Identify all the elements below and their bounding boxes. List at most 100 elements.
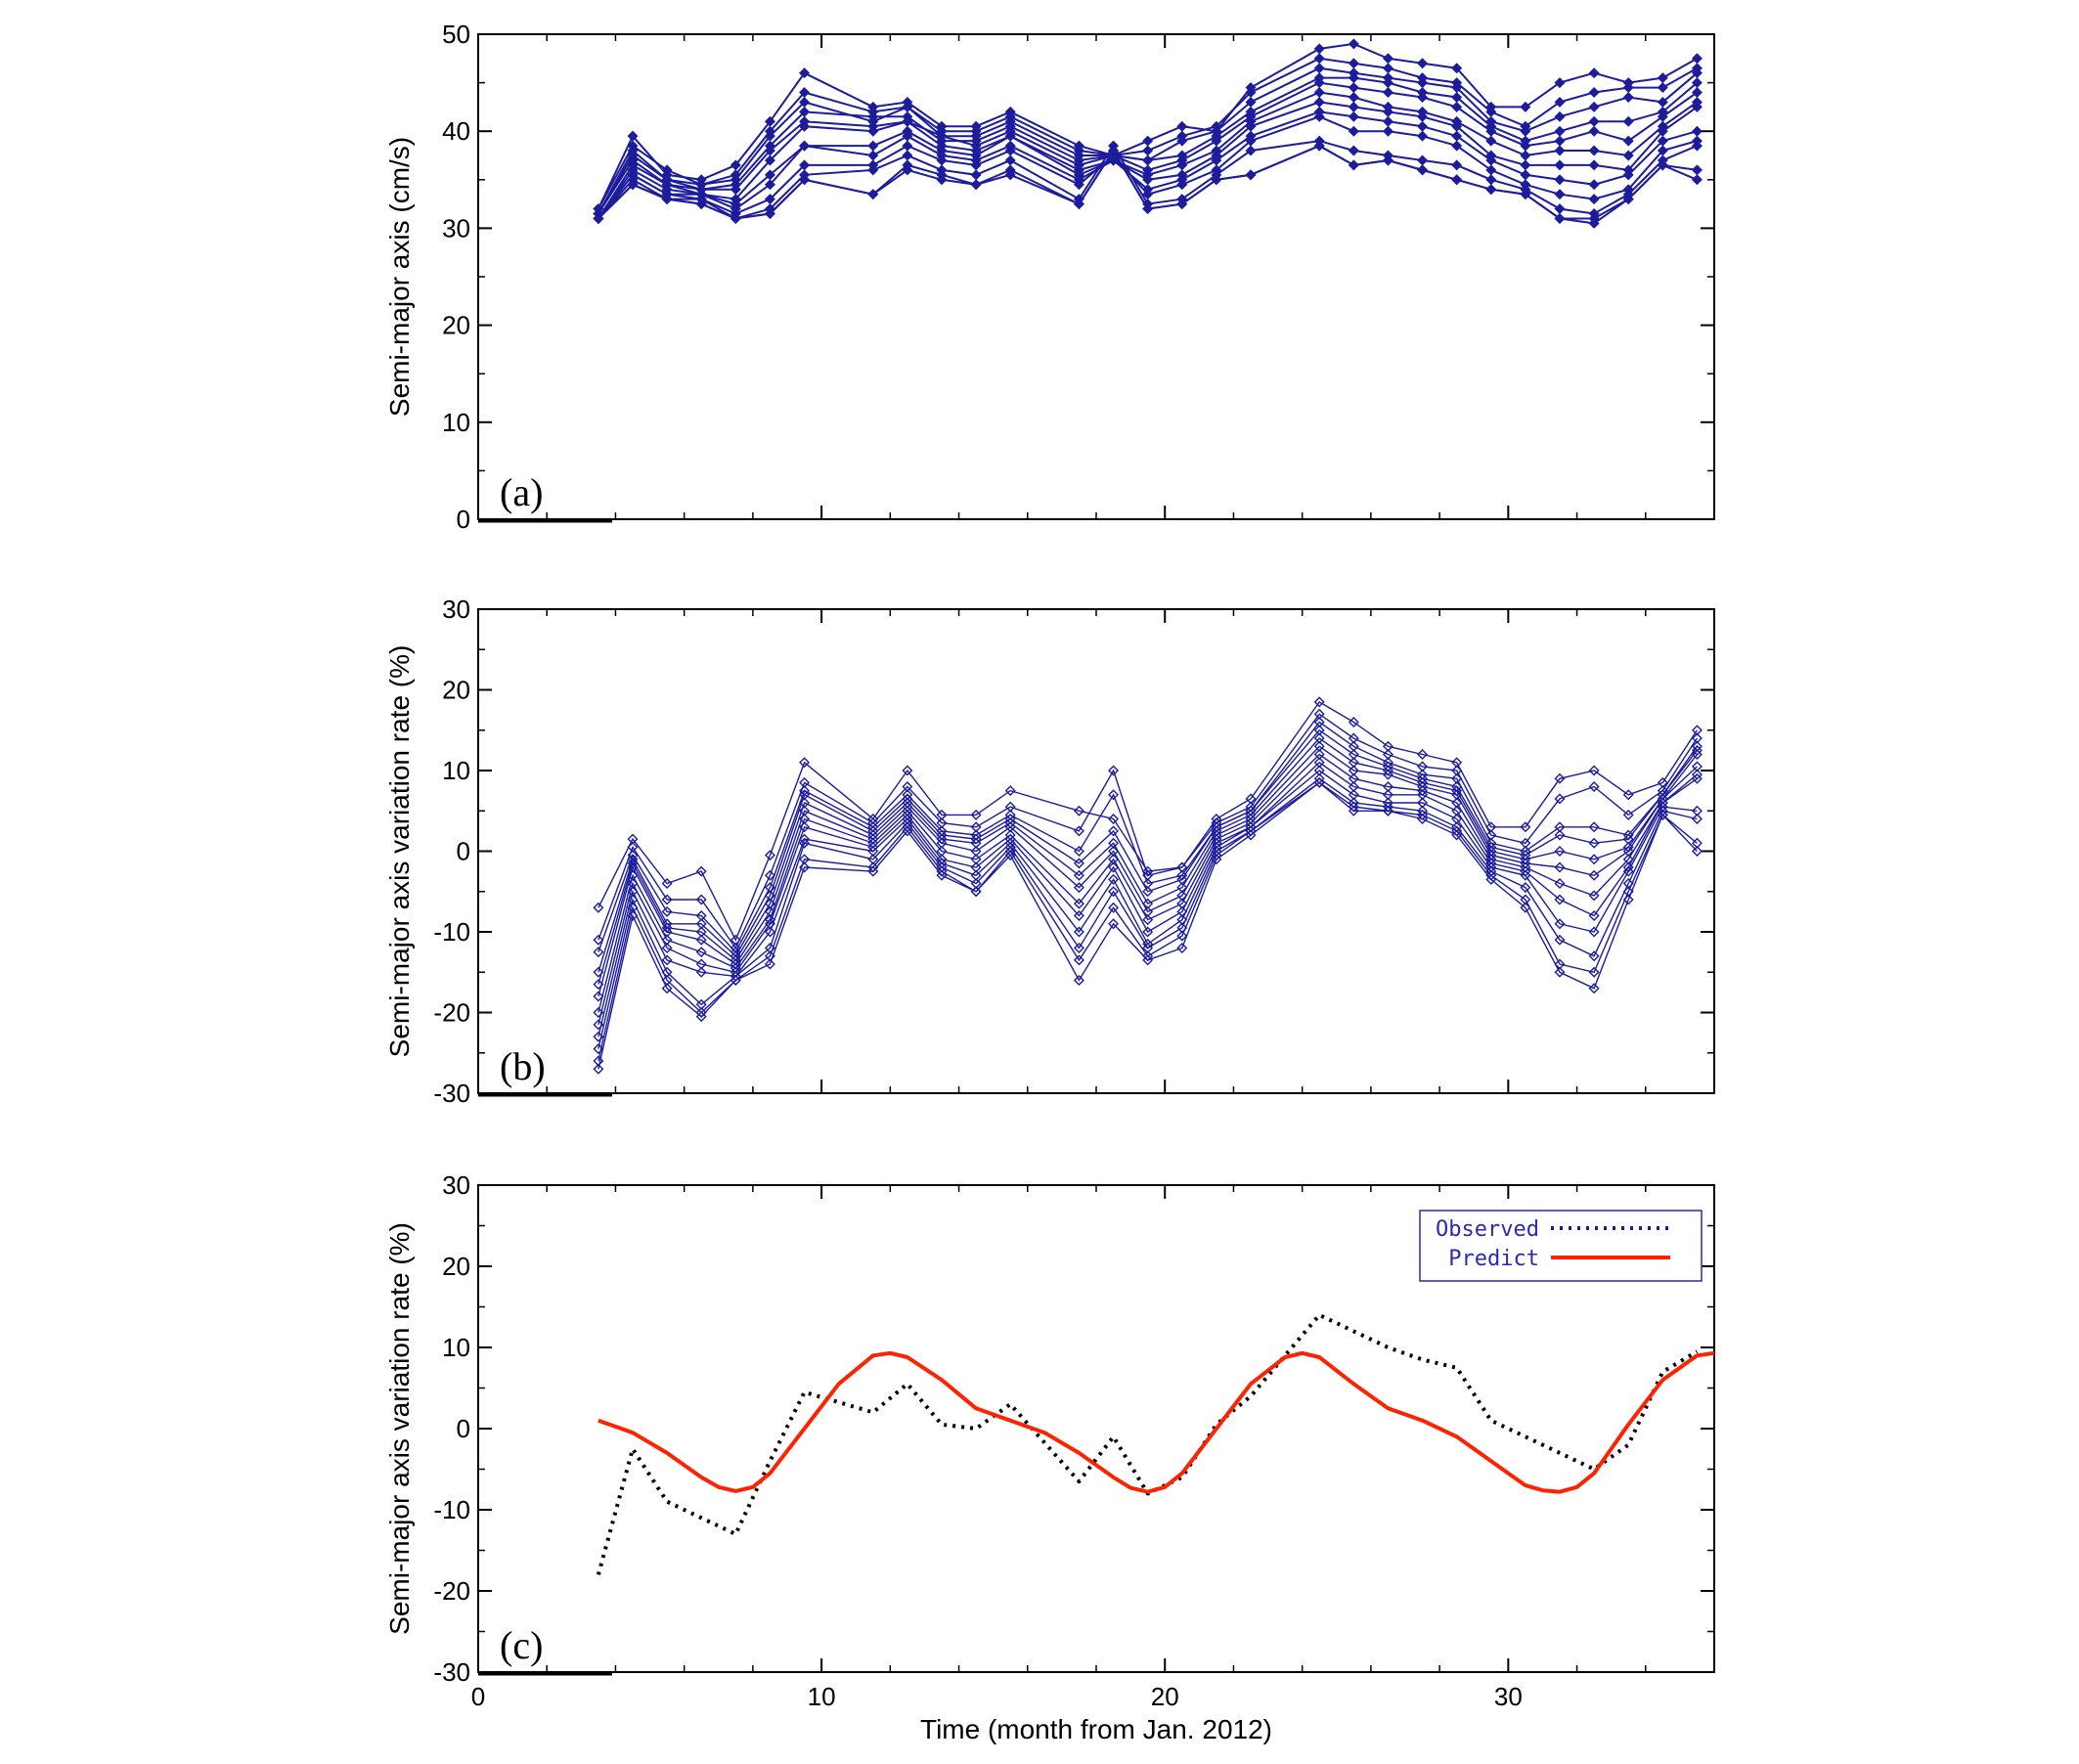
data-point-marker	[799, 821, 811, 833]
data-point-marker	[1004, 169, 1016, 181]
series-line	[597, 101, 1698, 220]
data-point-marker	[1554, 918, 1566, 930]
data-point-marker	[1176, 198, 1188, 210]
y-tick-label: 20	[442, 311, 470, 340]
data-point-marker	[1004, 785, 1016, 797]
series-line	[597, 781, 1698, 1062]
data-point-marker	[970, 886, 982, 898]
data-point-marker	[1073, 954, 1084, 966]
data-point-marker	[1108, 902, 1120, 913]
data-point-marker	[1348, 145, 1359, 156]
data-point-marker	[1451, 140, 1463, 152]
panel-label: (b)	[500, 1044, 546, 1088]
data-point-marker	[1588, 821, 1600, 833]
series-line	[597, 700, 1698, 942]
data-point-marker	[1622, 194, 1634, 205]
data-point-marker	[1554, 110, 1566, 122]
data-point-marker	[902, 164, 913, 176]
data-point-marker	[1451, 829, 1463, 841]
data-point-marker	[1417, 154, 1429, 166]
series-line	[597, 753, 1698, 1013]
data-point-marker	[1691, 174, 1703, 186]
data-point-marker	[1313, 63, 1325, 74]
data-point-marker	[1691, 814, 1703, 824]
data-point-marker	[1382, 805, 1393, 816]
y-tick-label: 10	[442, 1333, 470, 1362]
data-point-marker	[1348, 91, 1359, 103]
data-point-marker	[1554, 861, 1566, 873]
data-point-marker	[1313, 87, 1325, 99]
data-point-marker	[695, 865, 707, 877]
data-point-marker	[1485, 174, 1497, 186]
data-point-marker	[1554, 878, 1566, 889]
data-point-marker	[1142, 954, 1154, 966]
data-point-marker	[1348, 110, 1359, 122]
data-point-marker	[1348, 805, 1359, 816]
panel-c: -30 -20 -10 0 10 20 30 0 10 20 30 Time (month from …	[384, 1170, 1715, 1744]
data-point-marker	[1588, 194, 1600, 205]
data-point-marker	[1348, 58, 1359, 69]
data-point-marker	[1485, 184, 1497, 196]
data-point-marker	[1622, 150, 1634, 161]
data-point-marker	[1073, 179, 1084, 191]
data-point-marker	[593, 1063, 604, 1075]
x-tick-label: 10	[808, 1682, 836, 1711]
data-point-marker	[1417, 58, 1429, 69]
y-tick-label: 30	[442, 595, 470, 624]
data-point-marker	[1142, 926, 1154, 938]
data-point-marker	[1588, 890, 1600, 902]
data-point-marker	[1554, 96, 1566, 108]
data-point-marker	[1313, 110, 1325, 122]
series-line	[597, 57, 1698, 210]
data-point-marker	[661, 954, 673, 966]
data-point-marker	[1451, 159, 1463, 171]
data-point-marker	[1485, 135, 1497, 147]
data-point-marker	[1004, 850, 1016, 861]
data-point-marker	[1520, 101, 1531, 112]
data-point-marker	[1657, 159, 1668, 171]
data-point-marker	[1004, 154, 1016, 166]
data-point-marker	[1382, 63, 1393, 74]
panel-label: (a)	[500, 470, 543, 514]
data-point-marker	[627, 910, 639, 921]
data-point-marker	[1417, 91, 1429, 103]
data-point-marker	[1073, 805, 1084, 816]
data-point-marker	[970, 169, 982, 181]
y-tick-label: 30	[442, 213, 470, 243]
data-point-marker	[593, 934, 604, 946]
series-line	[597, 144, 1698, 225]
data-point-marker	[1348, 159, 1359, 171]
data-point-marker	[1622, 789, 1634, 801]
data-point-marker	[1382, 125, 1393, 137]
data-point-marker	[867, 189, 879, 200]
x-axis-title: Time (month from Jan. 2012)	[920, 1714, 1272, 1744]
data-point-marker	[1588, 217, 1600, 229]
series-line	[597, 781, 1698, 1070]
data-point-marker	[764, 850, 775, 861]
data-point-marker	[867, 865, 879, 877]
series-line	[597, 737, 1698, 985]
data-point-marker	[1554, 934, 1566, 946]
data-point-marker	[1691, 164, 1703, 176]
data-point-marker	[1417, 120, 1429, 132]
data-point-marker	[1622, 865, 1634, 877]
data-point-marker	[1588, 179, 1600, 191]
data-point-marker	[1176, 135, 1188, 147]
data-point-marker	[1073, 858, 1084, 869]
data-point-marker	[1588, 101, 1600, 112]
data-point-marker	[1554, 894, 1566, 905]
data-point-marker	[1142, 203, 1154, 215]
data-point-marker	[1211, 174, 1222, 186]
y-tick-label: 0	[457, 505, 470, 534]
data-point-marker	[867, 125, 879, 137]
data-point-marker	[936, 869, 948, 881]
data-point-marker	[1520, 821, 1531, 833]
series-line	[597, 745, 1698, 997]
data-point-marker	[661, 943, 673, 953]
data-point-marker	[1073, 910, 1084, 921]
data-point-marker	[1588, 159, 1600, 171]
data-point-marker	[695, 894, 707, 905]
data-point-marker	[627, 179, 639, 191]
y-axis-title: Semi-major axis (cm/s)	[384, 137, 415, 417]
y-tick-label: 30	[442, 1170, 470, 1200]
